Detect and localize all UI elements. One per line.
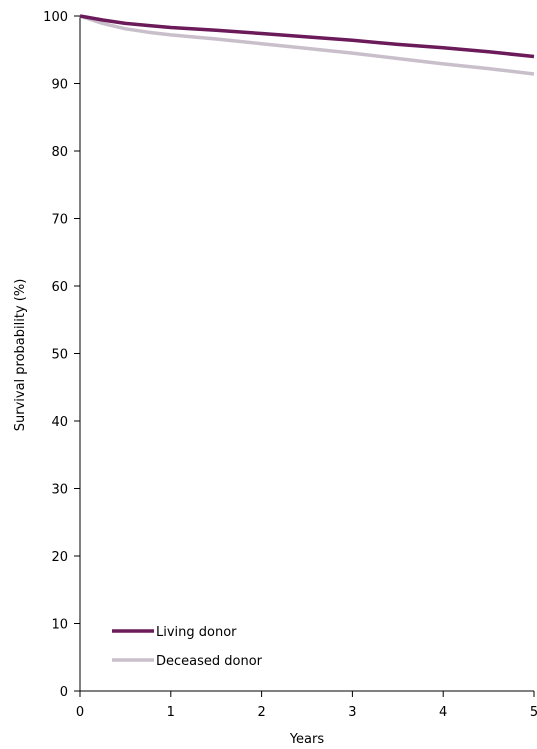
y-axis-ticks: 0 10 20 30 40 50 60 70 80 90 100 (43, 10, 80, 700)
series-line-deceased-donor (79, 14, 535, 76)
y-tick-label-100: 100 (43, 10, 68, 25)
x-tick-label-5: 5 (530, 705, 537, 720)
legend-label-deceased-donor: Deceased donor (156, 654, 263, 669)
x-axis-ticks: 0 1 2 3 4 5 (76, 691, 537, 720)
x-tick-label-3: 3 (348, 705, 356, 720)
x-axis-title: Years (289, 732, 325, 747)
y-tick-label-90: 90 (51, 78, 68, 93)
series-layer (79, 14, 535, 76)
y-tick-label-40: 40 (51, 415, 68, 430)
x-tick-label-2: 2 (257, 705, 265, 720)
y-tick-label-0: 0 (60, 685, 68, 700)
legend: Living donor Deceased donor (112, 625, 263, 669)
y-tick-label-70: 70 (51, 213, 68, 228)
y-tick-label-50: 50 (51, 348, 68, 363)
y-tick-label-20: 20 (51, 550, 68, 565)
y-tick-label-80: 80 (51, 145, 68, 160)
legend-label-living-donor: Living donor (156, 625, 237, 640)
y-tick-label-10: 10 (51, 618, 68, 633)
series-line-living-donor (79, 14, 535, 59)
y-tick-label-30: 30 (51, 483, 68, 498)
y-tick-label-60: 60 (51, 280, 68, 295)
x-tick-label-0: 0 (76, 705, 84, 720)
y-axis-title: Survival probability (%) (13, 279, 28, 432)
x-tick-label-4: 4 (439, 705, 447, 720)
x-tick-label-1: 1 (167, 705, 175, 720)
